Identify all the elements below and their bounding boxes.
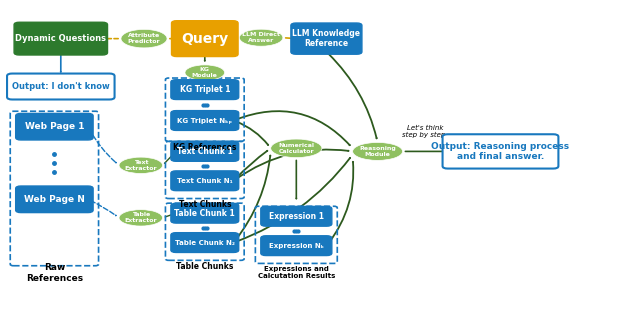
- FancyBboxPatch shape: [261, 206, 332, 226]
- Text: Table Chunks: Table Chunks: [176, 262, 234, 271]
- Text: Text Chunk 1: Text Chunk 1: [177, 147, 233, 156]
- Ellipse shape: [271, 139, 322, 158]
- Ellipse shape: [119, 157, 163, 174]
- Text: LLM Knowledge
Reference: LLM Knowledge Reference: [292, 29, 360, 48]
- FancyBboxPatch shape: [291, 23, 362, 54]
- Ellipse shape: [353, 142, 403, 160]
- Text: Text Chunk N₁: Text Chunk N₁: [177, 178, 233, 184]
- Text: LLM Direct
Answer: LLM Direct Answer: [242, 32, 280, 43]
- Text: KG References: KG References: [173, 143, 237, 152]
- FancyBboxPatch shape: [171, 203, 239, 223]
- Text: KG Triplet Nₖₚ: KG Triplet Nₖₚ: [177, 117, 232, 124]
- FancyBboxPatch shape: [171, 80, 239, 99]
- Text: Dynamic Questions: Dynamic Questions: [15, 34, 106, 43]
- Text: Web Page N: Web Page N: [24, 195, 85, 204]
- Text: Expression Nₖ: Expression Nₖ: [269, 243, 324, 249]
- Ellipse shape: [239, 29, 283, 46]
- Text: KG Triplet 1: KG Triplet 1: [180, 85, 230, 94]
- Text: Expression 1: Expression 1: [269, 212, 324, 221]
- Text: Query: Query: [181, 32, 228, 46]
- FancyBboxPatch shape: [7, 74, 115, 99]
- FancyBboxPatch shape: [171, 111, 239, 130]
- FancyBboxPatch shape: [172, 21, 238, 57]
- Text: Table Chunk N₂: Table Chunk N₂: [175, 239, 235, 246]
- Ellipse shape: [121, 29, 167, 48]
- Text: Text Chunks: Text Chunks: [179, 200, 231, 209]
- Text: Output: I don't know: Output: I don't know: [12, 82, 109, 91]
- Text: Output: Reasoning process
and final answer.: Output: Reasoning process and final answ…: [431, 142, 570, 161]
- Text: Reasoning
Module: Reasoning Module: [359, 146, 396, 157]
- Text: KG
Module: KG Module: [192, 67, 218, 78]
- Text: Text
Extractor: Text Extractor: [125, 160, 157, 171]
- Text: Expressions and
Calcutation Results: Expressions and Calcutation Results: [258, 265, 335, 279]
- Text: Attribute
Predictor: Attribute Predictor: [128, 33, 160, 44]
- FancyBboxPatch shape: [443, 134, 559, 168]
- Text: Web Page 1: Web Page 1: [25, 122, 84, 131]
- Text: Numerical
Calculator: Numerical Calculator: [278, 143, 314, 154]
- FancyBboxPatch shape: [16, 186, 93, 213]
- Text: Raw
References: Raw References: [26, 263, 83, 282]
- Ellipse shape: [185, 65, 225, 80]
- Text: Table
Extractor: Table Extractor: [125, 213, 157, 223]
- Ellipse shape: [119, 210, 163, 226]
- Text: Let's think
step by step.: Let's think step by step.: [403, 125, 448, 138]
- FancyBboxPatch shape: [171, 233, 239, 252]
- FancyBboxPatch shape: [16, 113, 93, 140]
- Text: Table Chunk 1: Table Chunk 1: [175, 209, 235, 218]
- FancyBboxPatch shape: [171, 171, 239, 191]
- FancyBboxPatch shape: [171, 142, 239, 161]
- FancyBboxPatch shape: [261, 236, 332, 256]
- FancyBboxPatch shape: [14, 22, 108, 55]
